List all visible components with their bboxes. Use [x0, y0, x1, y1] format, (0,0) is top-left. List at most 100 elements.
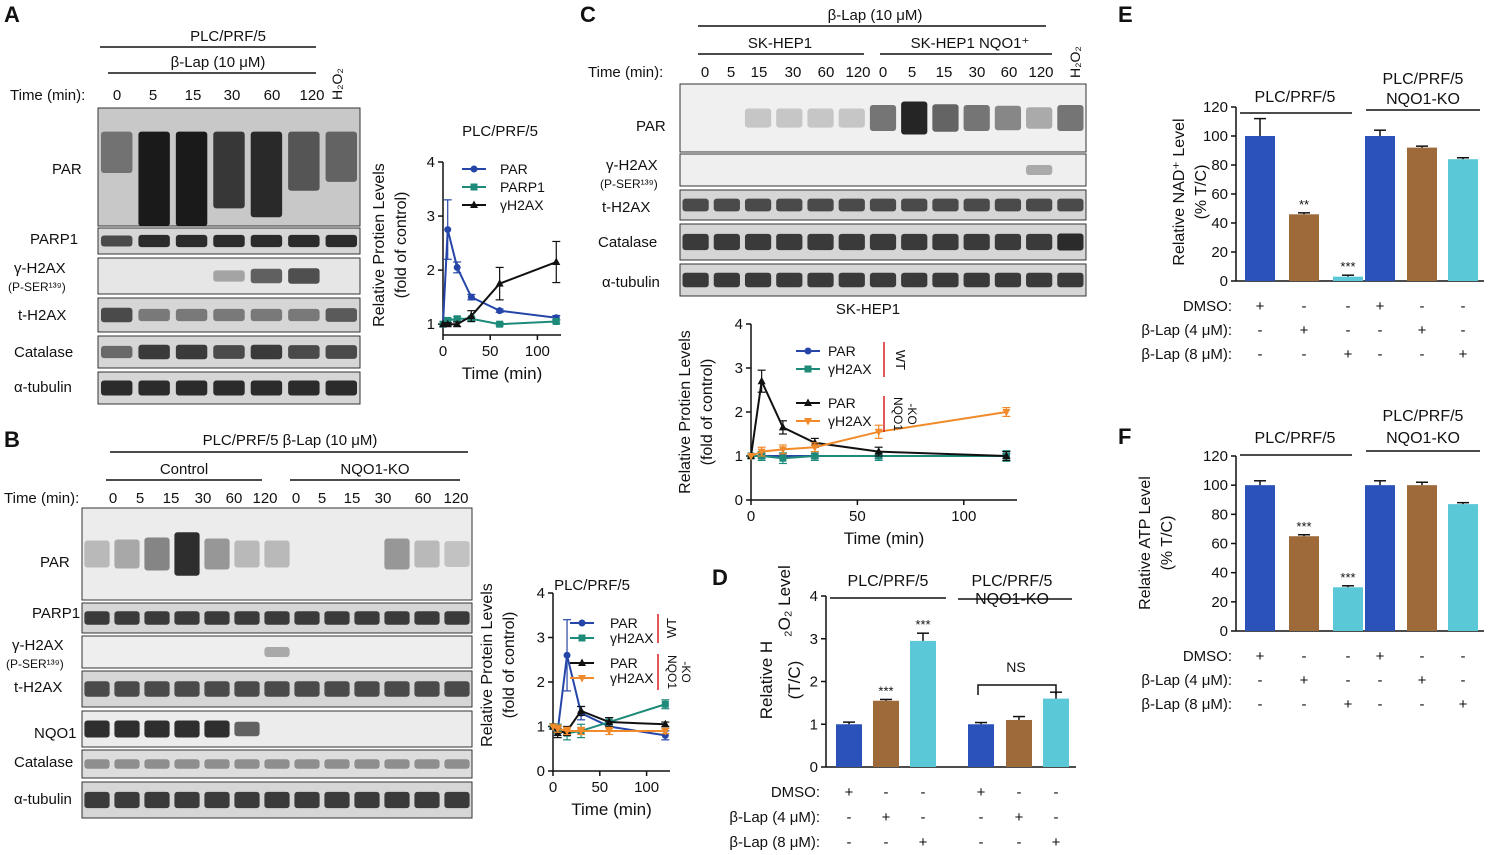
data-point: [605, 717, 614, 726]
blot-b-catalase-band: [264, 759, 290, 769]
panel-letter-f: F: [1118, 424, 1131, 449]
blot-c-th2ax-band: [682, 198, 709, 212]
panel-b-treatment: PLC/PRF/5 β-Lap (10 μM): [203, 432, 378, 449]
bar: [1289, 536, 1319, 631]
data-point: [874, 447, 883, 455]
chart-y-tick-label: 4: [537, 585, 545, 602]
chart-x-axis-label: Time (min): [571, 800, 652, 819]
chart-title: PLC/PRF/5: [462, 123, 538, 140]
panel-c-time-tick: 120: [845, 64, 870, 81]
blot-c-tubulin-band: [932, 272, 959, 288]
blot-a-par-band: [288, 131, 320, 191]
bar: [836, 724, 862, 767]
blot-label-th2ax: t-H2AX: [14, 679, 62, 696]
data-point: [778, 422, 787, 431]
blot-b-nqo1-band: [84, 720, 110, 738]
panel-c-time-tick: 120: [1028, 64, 1053, 81]
bar: [873, 700, 899, 767]
condition-mark: -: [1258, 346, 1263, 363]
chart-y-tick-label: 2: [537, 674, 545, 691]
condition-mark: -: [1461, 298, 1466, 315]
chart-x-tick-label: 0: [439, 343, 447, 360]
panel-c-time-tick: 15: [751, 64, 768, 81]
blot-b-par-band: [114, 539, 140, 569]
chart-y-tick-label: 60: [1211, 536, 1228, 553]
blot-a-th2ax-frame: [97, 297, 361, 333]
blot-c-tubulin-band: [901, 272, 928, 288]
blot-label-th2ax: t-H2AX: [602, 199, 650, 216]
chart-y-tick-label: 120: [1203, 99, 1228, 116]
panel-c-h2o2: H₂O₂: [1067, 46, 1083, 78]
blot-a-gh2ax-band: [213, 270, 245, 282]
blot-b-th2ax-band: [324, 681, 350, 697]
condition-mark: -: [884, 784, 889, 801]
panel-c-time-tick: 60: [1001, 64, 1018, 81]
panel-b-time-tick: 120: [443, 490, 468, 507]
legend-marker: [578, 634, 586, 642]
condition-mark: -: [1054, 784, 1059, 801]
data-point: [552, 317, 560, 325]
chart-x-tick-label: 100: [951, 508, 976, 525]
condition-mark: +: [1052, 834, 1061, 851]
condition-mark: -: [1017, 834, 1022, 851]
blot-a-catalase-band: [325, 345, 358, 359]
data-point: [747, 453, 755, 461]
blot-label-th2ax: t-H2AX: [18, 307, 66, 324]
blot-c-th2ax-band: [744, 198, 772, 212]
data-point: [874, 428, 883, 437]
blot-c-th2ax-band: [1057, 198, 1084, 212]
blot-a-tubulin: [97, 371, 361, 405]
blot-b-tubulin-band: [144, 791, 170, 809]
blot-b-th2ax-band: [84, 681, 110, 697]
blot-a-par-band: [175, 131, 208, 227]
condition-mark: +: [1376, 648, 1385, 665]
condition-mark: -: [1258, 672, 1263, 689]
legend-marker: [804, 365, 812, 373]
blot-b-th2ax-band: [114, 681, 140, 697]
chart-y-tick-label: 120: [1203, 448, 1228, 465]
blot-c-catalase-band: [744, 233, 772, 251]
bar: [910, 640, 936, 767]
blot-b-tubulin-band: [354, 791, 380, 809]
chart-y-tick-label: 40: [1211, 565, 1228, 582]
blot-b-th2ax-band: [174, 681, 200, 697]
panel-c-time-tick: 0: [701, 64, 709, 81]
blot-a-catalase: [97, 335, 361, 369]
significance-label: ***: [1340, 570, 1355, 585]
blot-b-par-band: [414, 540, 440, 568]
blot-b-th2ax-band: [414, 681, 440, 697]
panel-a-cell-line: PLC/PRF/5: [190, 28, 266, 45]
blot-c-catalase-band: [807, 233, 834, 251]
bar: [1333, 276, 1363, 281]
panel-c-time-tick: 30: [785, 64, 802, 81]
chart-y-tick-label: 2: [735, 404, 743, 421]
bar: [1365, 485, 1395, 631]
blot-a-parp1-band: [250, 234, 283, 248]
condition-mark: -: [1378, 696, 1383, 713]
panel-a-time-label: Time (min):: [10, 87, 85, 104]
legend-marker: [804, 398, 812, 406]
data-point: [661, 700, 669, 708]
condition-mark: -: [1017, 784, 1022, 801]
panel-c-time-tick: 0: [879, 64, 887, 81]
condition-mark: +: [1300, 322, 1309, 339]
legend-group-label: -KO: [679, 661, 693, 682]
blot-c-th2ax-band: [963, 198, 990, 212]
blot-c-th2ax-band: [932, 198, 959, 212]
significance-label: ***: [1340, 259, 1355, 274]
condition-mark: -: [847, 809, 852, 826]
significance-label: ***: [878, 683, 893, 698]
panel-c-time-label: Time (min):: [588, 64, 663, 81]
bar: [1333, 587, 1363, 631]
condition-mark: -: [847, 834, 852, 851]
condition-mark: -: [1378, 346, 1383, 363]
condition-mark: -: [1302, 298, 1307, 315]
panel-b-time-tick: 15: [344, 490, 361, 507]
blot-a-parp1-band: [213, 234, 245, 248]
legend-group-label: WT: [893, 350, 908, 370]
bar: [1448, 504, 1478, 631]
blot-c-par-band: [838, 108, 865, 128]
blot-b-catalase-band: [114, 759, 140, 769]
legend-label: PAR: [610, 655, 638, 671]
blot-label-gh2ax: γ-H2AX: [606, 157, 658, 174]
